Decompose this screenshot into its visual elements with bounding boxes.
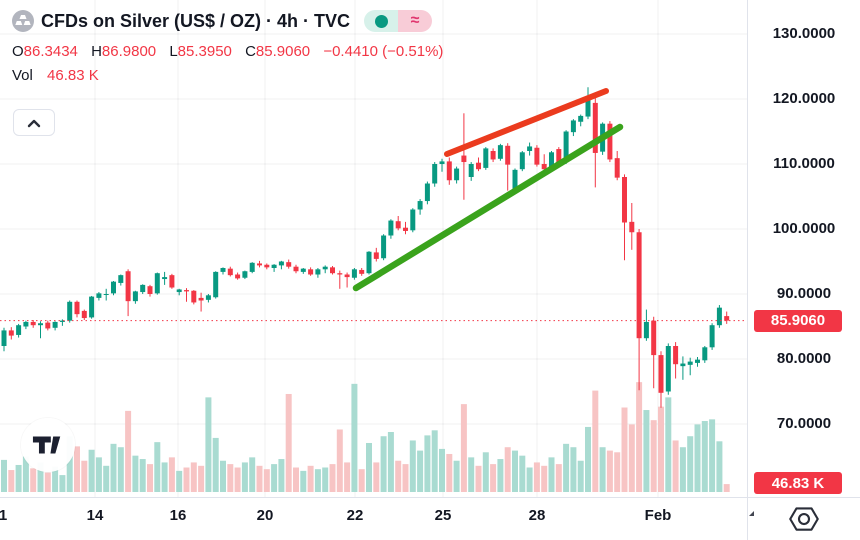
chevron-up-icon <box>27 119 41 127</box>
price-axis-label: 80.0000 <box>776 350 832 367</box>
time-axis-label: 20 <box>256 507 274 524</box>
candlestick-chart[interactable] <box>0 0 747 497</box>
time-axis-label: 28 <box>528 507 546 524</box>
time-axis-label: 14 <box>86 507 104 524</box>
last-price-badge: 85.9060 <box>754 309 842 332</box>
approx-icon: ≈ <box>410 12 420 29</box>
price-axis-label: 70.0000 <box>776 415 832 432</box>
trendline-resistance[interactable] <box>444 88 609 157</box>
high-value: 86.9800 <box>101 43 157 60</box>
indicator-approx-toggle[interactable]: ≈ <box>398 10 433 32</box>
time-axis-label: 1 <box>0 507 8 524</box>
close-value: 85.9060 <box>255 43 311 60</box>
close-label: C <box>245 43 256 60</box>
price-axis-label: 90.0000 <box>776 285 832 302</box>
price-axis-label: 110.0000 <box>773 155 835 172</box>
corner-resize-icon <box>749 511 754 516</box>
chart-legend: CFDs on Silver (US$ / OZ) · 4h · TVC ≈ O… <box>12 8 443 84</box>
time-axis-label: 25 <box>434 507 452 524</box>
price-axis-label: 130.0000 <box>772 25 836 42</box>
price-axis-label: 120.0000 <box>772 90 836 107</box>
trendline-support[interactable] <box>352 123 624 292</box>
indicator-dot-toggle[interactable] <box>364 10 399 32</box>
low-value: 85.3950 <box>177 43 232 60</box>
tradingview-logo-icon <box>32 436 61 454</box>
volume-bars <box>1 382 730 492</box>
price-axis[interactable]: 85.9060 46.83 K 130.0000 120.0000 110.0000… <box>747 0 860 497</box>
time-axis-label: 22 <box>346 507 364 524</box>
collapse-legend-button[interactable] <box>13 109 55 136</box>
indicator-dot-icon <box>374 14 388 28</box>
volume-label: Vol <box>12 67 33 84</box>
indicator-toggle-pill[interactable]: ≈ <box>364 10 433 32</box>
ohlc-row: O86.3434 H86.9800 L85.3950 C85.9060 −0.4… <box>12 43 443 60</box>
open-label: O <box>12 43 24 60</box>
silver-symbol-icon <box>12 10 34 32</box>
volume-row: Vol 46.83 K <box>12 67 443 84</box>
low-label: L <box>169 43 178 60</box>
time-axis-label: Feb <box>644 507 672 524</box>
volume-value: 46.83 K <box>47 67 99 84</box>
price-axis-label: 100.0000 <box>772 220 836 237</box>
settings-gear-icon[interactable] <box>786 504 822 534</box>
time-axis[interactable]: 1 14 16 20 22 25 28 Feb <box>0 497 747 540</box>
time-axis-label: 16 <box>169 507 187 524</box>
candles <box>1 87 730 408</box>
tradingview-watermark <box>21 418 75 472</box>
open-value: 86.3434 <box>23 43 78 60</box>
last-volume-badge: 46.83 K <box>754 472 842 495</box>
axis-corner <box>747 497 860 540</box>
high-label: H <box>91 43 102 60</box>
change-value: −0.4410 (−0.51%) <box>323 43 444 60</box>
symbol-title[interactable]: CFDs on Silver (US$ / OZ) · 4h · TVC <box>41 10 351 31</box>
